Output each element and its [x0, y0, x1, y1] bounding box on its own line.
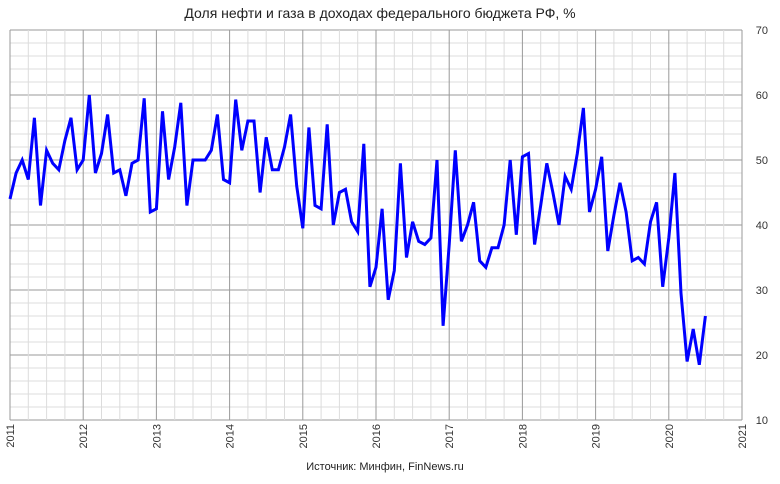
x-tick-label: 2018: [517, 424, 529, 448]
y-tick-label: 20: [756, 350, 768, 362]
y-tick-label: 40: [756, 220, 768, 232]
x-tick-label: 2015: [298, 424, 310, 448]
chart-source: Источник: Минфин, FinNews.ru: [306, 461, 464, 473]
x-tick-label: 2012: [78, 424, 90, 448]
x-tick-label: 2016: [371, 424, 383, 448]
y-tick-label: 10: [756, 415, 768, 427]
chart-title: Доля нефти и газа в доходах федерального…: [184, 5, 576, 21]
y-tick-label: 50: [756, 155, 768, 167]
y-tick-label: 30: [756, 285, 768, 297]
x-tick-label: 2011: [5, 424, 17, 448]
x-tick-label: 2021: [737, 424, 749, 448]
x-tick-label: 2017: [444, 424, 456, 448]
x-tick-label: 2014: [225, 424, 237, 448]
x-tick-label: 2019: [591, 424, 603, 448]
x-tick-label: 2013: [151, 424, 163, 448]
y-tick-label: 60: [756, 90, 768, 102]
y-tick-label: 70: [756, 25, 768, 37]
x-tick-label: 2020: [664, 424, 676, 448]
